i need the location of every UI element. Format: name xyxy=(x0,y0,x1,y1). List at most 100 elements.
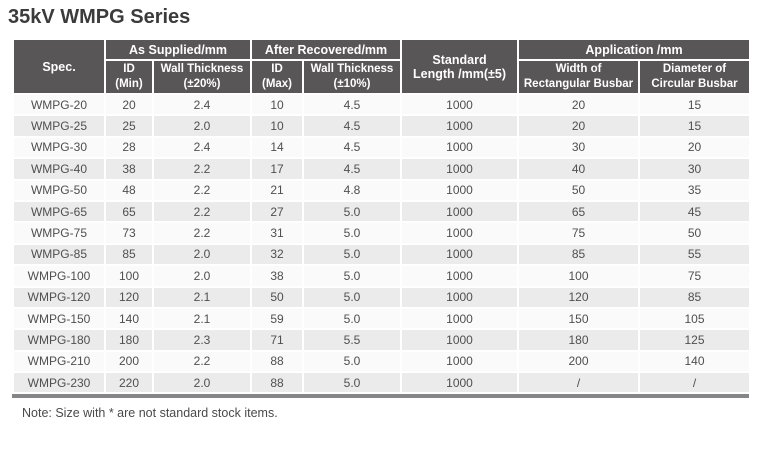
cell-id-min: 120 xyxy=(104,285,154,309)
cell-width-rectangular-busbar: 65 xyxy=(517,199,641,224)
spec-table: Spec. As Supplied/mm After Recovered/mm … xyxy=(12,38,752,395)
cell-id-max: 32 xyxy=(250,242,304,267)
cell-wall-thickness-recovered: 4.5 xyxy=(301,92,403,117)
cell-standard-length: 1000 xyxy=(400,371,520,395)
table-row: WMPG-150 140 2.1 59 5.0 1000 150 105 xyxy=(12,306,752,331)
table-row: WMPG-40 38 2.2 17 4.5 1000 40 30 xyxy=(12,157,752,181)
cell-id-max: 88 xyxy=(250,371,304,395)
cell-id-max: 27 xyxy=(250,199,304,224)
header-width-rect-line1: Width of xyxy=(555,63,602,76)
page-title: 35kV WMPG Series xyxy=(8,6,191,28)
header-sub-row: ID (Min) Wall Thickness (±20%) ID (Max) … xyxy=(13,59,752,95)
cell-wall-thickness-supplied: 2.2 xyxy=(152,349,252,374)
cell-id-min: 28 xyxy=(104,135,154,160)
cell-standard-length: 1000 xyxy=(400,178,520,202)
cell-diameter-circular-busbar: 45 xyxy=(638,199,752,224)
cell-width-rectangular-busbar: 120 xyxy=(517,285,641,309)
header-id-max-line1: ID xyxy=(271,63,283,76)
header-id-max-line2: (Max) xyxy=(261,78,293,90)
cell-standard-length: 1000 xyxy=(400,242,520,267)
table-row: WMPG-75 73 2.2 31 5.0 1000 75 50 xyxy=(12,221,752,245)
table-row: WMPG-20 20 2.4 10 4.5 1000 20 15 xyxy=(12,92,752,117)
header-dia-circ-line2: Circular Busbar xyxy=(651,78,738,90)
header-diameter-circular-busbar: Diameter of Circular Busbar xyxy=(638,59,752,95)
header-width-rect-line2: Rectangular Busbar xyxy=(523,78,634,90)
cell-id-min: 65 xyxy=(104,199,154,224)
cell-spec: WMPG-30 xyxy=(12,135,106,160)
footnote: Note: Size with * are not standard stock… xyxy=(22,406,278,421)
header-group-row: Spec. As Supplied/mm After Recovered/mm … xyxy=(12,38,752,95)
cell-width-rectangular-busbar: / xyxy=(517,371,641,395)
header-spec: Spec. xyxy=(12,38,106,95)
cell-wall-thickness-supplied: 2.2 xyxy=(152,199,252,224)
cell-wall-thickness-supplied: 2.1 xyxy=(152,285,252,309)
cell-id-min: 85 xyxy=(104,242,154,267)
cell-spec: WMPG-75 xyxy=(12,221,106,245)
header-wall-supplied-line2: (±20%) xyxy=(183,78,221,90)
cell-standard-length: 1000 xyxy=(400,114,520,138)
cell-id-max: 14 xyxy=(250,135,304,160)
cell-spec: WMPG-100 xyxy=(12,264,106,288)
cell-id-min: 140 xyxy=(104,306,154,331)
cell-width-rectangular-busbar: 50 xyxy=(517,178,641,202)
cell-wall-thickness-recovered: 5.0 xyxy=(301,242,403,267)
cell-diameter-circular-busbar: 125 xyxy=(638,328,752,352)
cell-wall-thickness-recovered: 5.0 xyxy=(301,199,403,224)
cell-wall-thickness-supplied: 2.2 xyxy=(152,157,252,181)
cell-width-rectangular-busbar: 40 xyxy=(517,157,641,181)
header-id-max: ID (Max) xyxy=(250,59,304,95)
cell-diameter-circular-busbar: / xyxy=(638,371,752,395)
table-row: WMPG-50 48 2.2 21 4.8 1000 50 35 xyxy=(12,178,752,202)
header-standard-length-line2: Length /mm(±5) xyxy=(413,66,506,81)
cell-spec: WMPG-230 xyxy=(12,371,106,395)
cell-width-rectangular-busbar: 75 xyxy=(517,221,641,245)
cell-diameter-circular-busbar: 15 xyxy=(638,114,752,138)
cell-standard-length: 1000 xyxy=(400,306,520,331)
cell-id-min: 73 xyxy=(104,221,154,245)
cell-diameter-circular-busbar: 140 xyxy=(638,349,752,374)
table-row: WMPG-180 180 2.3 71 5.5 1000 180 125 xyxy=(12,328,752,352)
header-wall-supplied-line1: Wall Thickness xyxy=(160,63,244,76)
table-row: WMPG-65 65 2.2 27 5.0 1000 65 45 xyxy=(12,199,752,224)
table-row: WMPG-100 100 2.0 38 5.0 1000 100 75 xyxy=(12,264,752,288)
cell-wall-thickness-recovered: 5.0 xyxy=(301,285,403,309)
cell-standard-length: 1000 xyxy=(400,199,520,224)
cell-spec: WMPG-85 xyxy=(12,242,106,267)
cell-wall-thickness-supplied: 2.0 xyxy=(152,242,252,267)
cell-diameter-circular-busbar: 105 xyxy=(638,306,752,331)
cell-id-min: 200 xyxy=(104,349,154,374)
table-row: WMPG-85 85 2.0 32 5.0 1000 85 55 xyxy=(12,242,752,267)
cell-wall-thickness-supplied: 2.2 xyxy=(152,221,252,245)
cell-id-max: 38 xyxy=(250,264,304,288)
cell-id-max: 59 xyxy=(250,306,304,331)
header-id-min-line1: ID xyxy=(123,63,135,76)
cell-standard-length: 1000 xyxy=(400,221,520,245)
cell-width-rectangular-busbar: 85 xyxy=(517,242,641,267)
cell-wall-thickness-supplied: 2.4 xyxy=(152,135,252,160)
header-standard-length: Standard Length /mm(±5) xyxy=(400,38,520,95)
cell-width-rectangular-busbar: 20 xyxy=(517,92,641,117)
header-id-min: ID (Min) xyxy=(104,59,154,95)
cell-width-rectangular-busbar: 30 xyxy=(517,135,641,160)
cell-spec: WMPG-120 xyxy=(12,285,106,309)
cell-wall-thickness-supplied: 2.0 xyxy=(152,114,252,138)
cell-width-rectangular-busbar: 200 xyxy=(517,349,641,374)
header-standard-length-line1: Standard xyxy=(432,52,487,67)
cell-diameter-circular-busbar: 20 xyxy=(638,135,752,160)
cell-spec: WMPG-25 xyxy=(12,114,106,138)
cell-id-min: 220 xyxy=(104,371,154,395)
table-body: WMPG-20 20 2.4 10 4.5 1000 20 15 WMPG-25… xyxy=(12,92,752,395)
cell-diameter-circular-busbar: 15 xyxy=(638,92,752,117)
cell-standard-length: 1000 xyxy=(400,285,520,309)
cell-wall-thickness-recovered: 5.0 xyxy=(301,221,403,245)
page: 35kV WMPG Series Spec. As Supplied/mm Af… xyxy=(8,6,752,421)
spec-table-wrapper: Spec. As Supplied/mm After Recovered/mm … xyxy=(12,38,752,399)
cell-wall-thickness-supplied: 2.0 xyxy=(152,264,252,288)
cell-width-rectangular-busbar: 180 xyxy=(517,328,641,352)
cell-wall-thickness-supplied: 2.2 xyxy=(152,178,252,202)
cell-standard-length: 1000 xyxy=(400,349,520,374)
cell-id-max: 21 xyxy=(250,178,304,202)
cell-diameter-circular-busbar: 75 xyxy=(638,264,752,288)
cell-spec: WMPG-50 xyxy=(12,178,106,202)
cell-spec: WMPG-150 xyxy=(12,306,106,331)
